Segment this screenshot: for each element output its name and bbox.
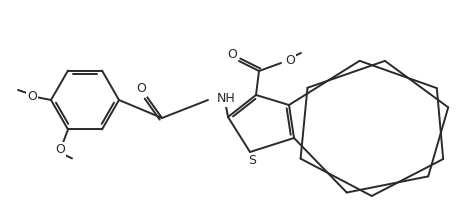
Text: O: O bbox=[285, 53, 295, 67]
Text: O: O bbox=[55, 143, 65, 156]
Text: O: O bbox=[27, 89, 37, 102]
Text: S: S bbox=[248, 155, 256, 167]
Text: NH: NH bbox=[217, 92, 236, 106]
Text: O: O bbox=[136, 82, 146, 95]
Text: O: O bbox=[227, 47, 237, 60]
